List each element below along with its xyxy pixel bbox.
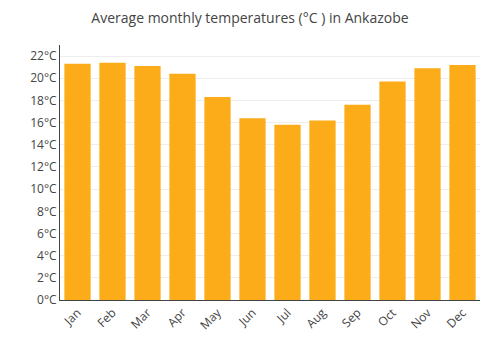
- svg-text:Average monthly temperatures (: Average monthly temperatures (°C ) in An…: [91, 8, 408, 27]
- svg-text:Apr: Apr: [164, 304, 190, 330]
- svg-text:Jan: Jan: [60, 304, 85, 329]
- svg-text:8°C: 8°C: [37, 203, 57, 220]
- svg-text:22°C: 22°C: [30, 47, 57, 64]
- svg-text:Oct: Oct: [374, 304, 400, 330]
- svg-text:20°C: 20°C: [30, 69, 57, 86]
- svg-text:Nov: Nov: [407, 304, 435, 332]
- svg-text:Sep: Sep: [338, 304, 365, 331]
- svg-text:Feb: Feb: [93, 304, 119, 330]
- svg-text:4°C: 4°C: [37, 247, 57, 264]
- svg-text:12°C: 12°C: [30, 158, 57, 175]
- svg-text:10°C: 10°C: [30, 180, 57, 197]
- svg-text:18°C: 18°C: [30, 92, 57, 109]
- svg-text:14°C: 14°C: [30, 136, 57, 153]
- svg-text:6°C: 6°C: [37, 225, 57, 242]
- svg-text:Aug: Aug: [302, 304, 330, 332]
- svg-text:16°C: 16°C: [30, 114, 57, 131]
- svg-text:Jul: Jul: [272, 304, 294, 326]
- svg-text:2°C: 2°C: [37, 269, 57, 286]
- svg-text:Jun: Jun: [234, 304, 259, 329]
- svg-text:0°C: 0°C: [37, 291, 57, 308]
- svg-text:May: May: [196, 304, 225, 333]
- svg-text:Dec: Dec: [443, 304, 470, 331]
- svg-text:Mar: Mar: [127, 304, 155, 332]
